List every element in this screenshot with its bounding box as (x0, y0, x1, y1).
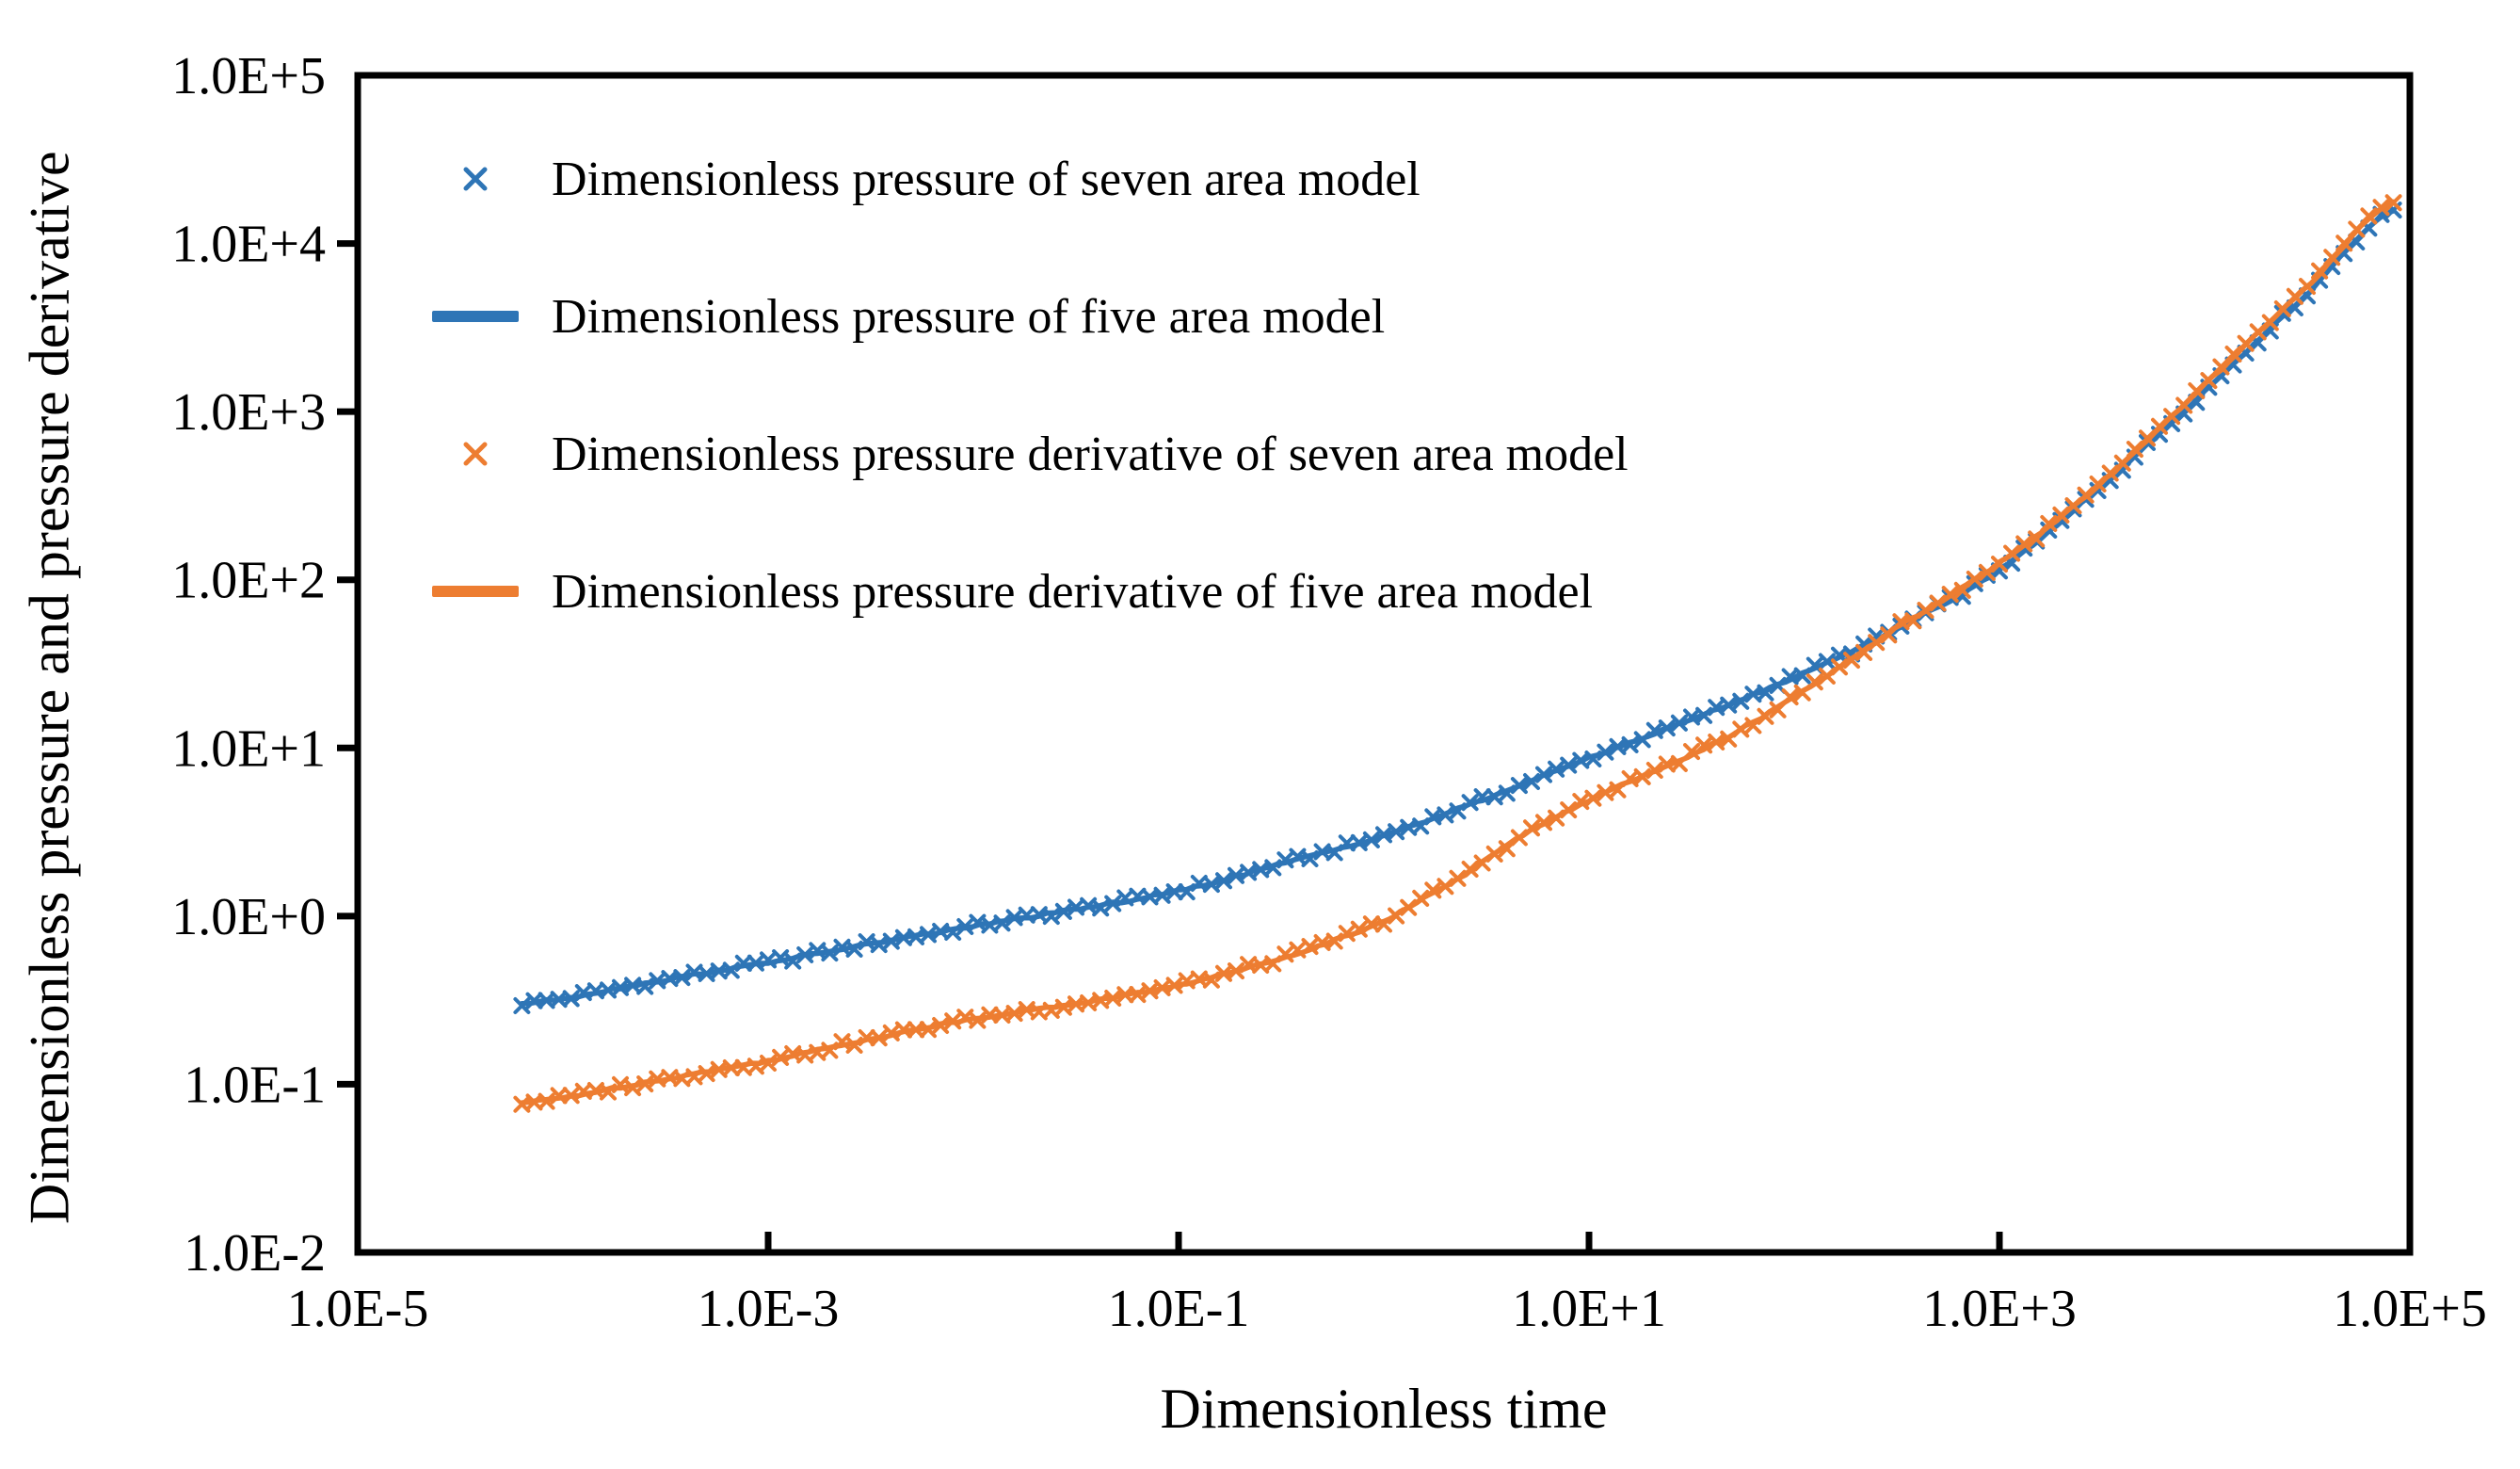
legend-item-label: Dimensionless pressure of seven area mod… (552, 152, 1421, 206)
x-marker-icon (424, 437, 527, 471)
x-tick-label: 1.0E-3 (698, 1280, 840, 1338)
x-tick-label: 1.0E+3 (1922, 1280, 2077, 1338)
legend-item: Dimensionless pressure of five area mode… (424, 286, 1629, 347)
y-tick-label: 1.0E+1 (171, 719, 326, 778)
y-tick-label: 1.0E+5 (171, 47, 326, 105)
legend-item: Dimensionless pressure derivative of fiv… (424, 561, 1629, 622)
y-tick-label: 1.0E+4 (171, 216, 326, 274)
legend-item-label: Dimensionless pressure derivative of fiv… (552, 564, 1594, 619)
x-tick-label: 1.0E+1 (1512, 1280, 1666, 1338)
y-tick-label: 1.0E+0 (171, 888, 326, 946)
line-swatch-icon (424, 311, 527, 322)
y-tick-label: 1.0E-2 (184, 1224, 326, 1283)
plot-frame (354, 72, 2414, 1256)
x-axis-title: Dimensionless time (1160, 1378, 1608, 1440)
data-series-layer (513, 194, 2402, 1113)
legend-item-label: Dimensionless pressure derivative of sev… (552, 427, 1629, 481)
x-marker-icon (424, 162, 527, 196)
axis-ticks-layer: 1.0E+5 1.0E+4 1.0E+3 1.0E+2 1.0E+1 1.0E+0 1.0E… (171, 47, 2487, 1338)
legend-item-label: Dimensionless pressure of five area mode… (552, 289, 1386, 344)
y-tick-label: 1.0E+2 (171, 552, 326, 610)
y-tick-label: 1.0E+3 (171, 383, 326, 442)
plot-area (354, 72, 2414, 1256)
series-line-derivative (519, 199, 2397, 1106)
legend-item: Dimensionless pressure derivative of sev… (424, 424, 1629, 484)
x-tick-label: 1.0E+5 (2333, 1280, 2487, 1338)
chart-legend: Dimensionless pressure of seven area mod… (424, 149, 1629, 622)
x-tick-label: 1.0E-5 (287, 1280, 429, 1338)
legend-item: Dimensionless pressure of seven area mod… (424, 149, 1629, 209)
y-axis-title: Dimensionless pressure and pressure deri… (18, 151, 81, 1224)
line-swatch-icon (424, 586, 527, 597)
x-tick-label: 1.0E-1 (1108, 1280, 1250, 1338)
y-tick-label: 1.0E-1 (184, 1056, 326, 1114)
